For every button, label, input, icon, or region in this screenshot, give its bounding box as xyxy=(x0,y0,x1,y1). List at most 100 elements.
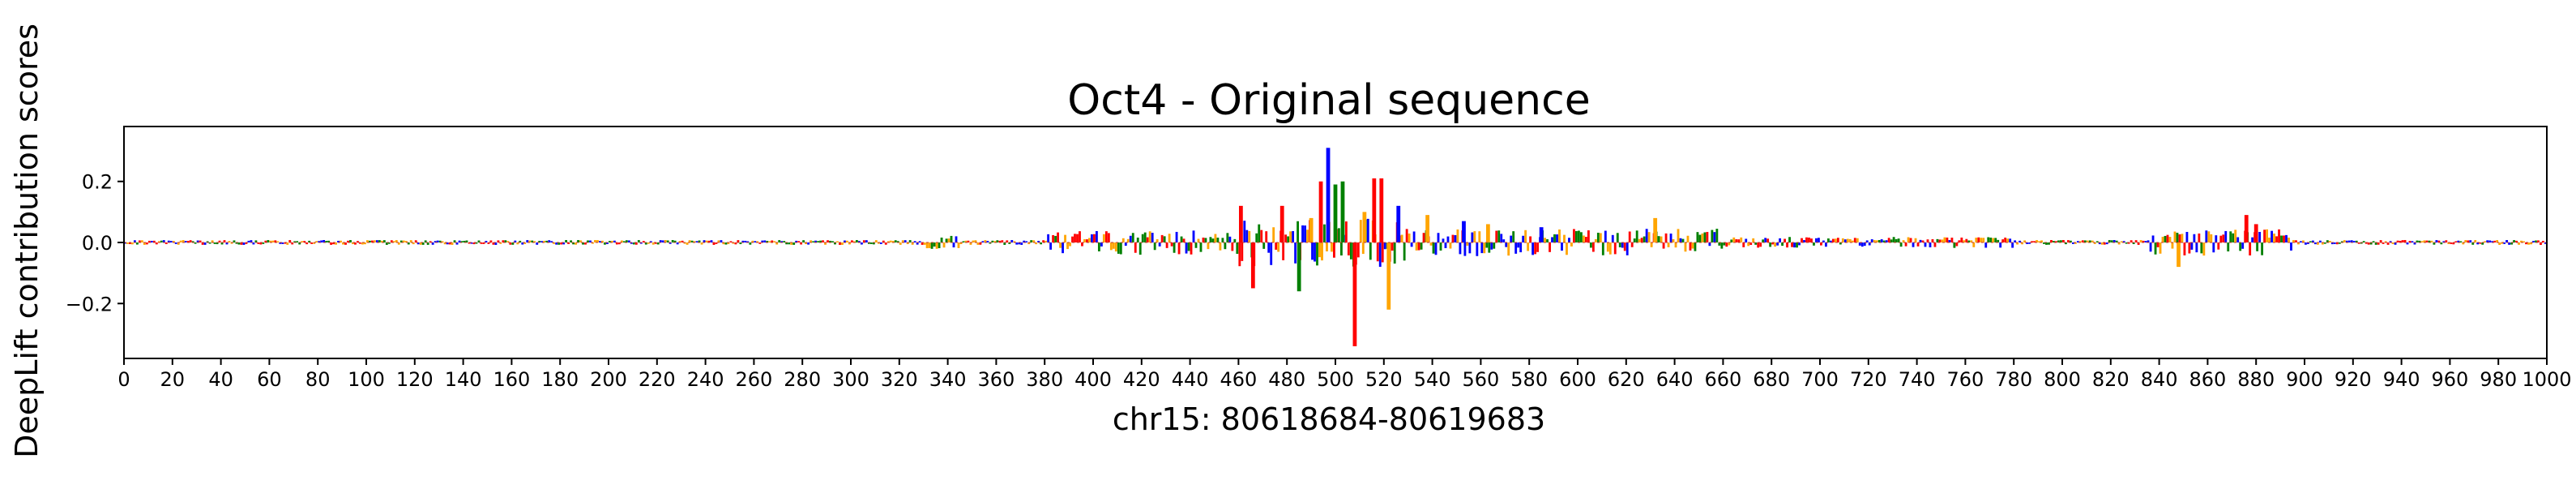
contribution-mark xyxy=(2031,241,2033,242)
contribution-mark xyxy=(627,240,630,242)
contribution-mark xyxy=(429,241,432,242)
contribution-mark xyxy=(421,242,425,245)
contribution-mark xyxy=(1725,242,1728,247)
contribution-mark xyxy=(669,242,672,244)
contribution-mark xyxy=(1822,240,1825,242)
contribution-mark xyxy=(1192,230,1195,242)
contribution-mark xyxy=(167,240,170,242)
contribution-mark xyxy=(2278,229,2280,242)
contribution-mark xyxy=(2513,240,2515,242)
contribution-mark xyxy=(2222,234,2225,242)
contribution-mark xyxy=(337,240,340,242)
x-tick-label: 900 xyxy=(2286,368,2323,391)
contribution-mark xyxy=(1245,229,1249,242)
contribution-mark xyxy=(1764,238,1767,242)
contribution-mark xyxy=(1875,240,1878,242)
contribution-mark xyxy=(349,240,352,242)
contribution-mark xyxy=(2193,234,2196,242)
contribution-mark xyxy=(579,240,582,242)
x-tick-label: 180 xyxy=(541,368,579,391)
contribution-mark xyxy=(945,238,948,242)
contribution-mark xyxy=(1429,242,1433,246)
contribution-mark xyxy=(2006,238,2010,242)
x-tick-label: 160 xyxy=(493,368,530,391)
contribution-mark xyxy=(1769,242,1772,247)
contribution-mark xyxy=(2384,241,2387,242)
contribution-mark xyxy=(1241,242,1244,261)
contribution-mark xyxy=(1885,240,1888,242)
contribution-mark xyxy=(1953,242,1956,248)
x-tick-label: 500 xyxy=(1317,368,1354,391)
contribution-mark xyxy=(1025,241,1028,242)
contribution-mark xyxy=(2345,240,2348,242)
x-tick-label: 0 xyxy=(117,368,130,391)
contribution-mark xyxy=(1703,232,1707,242)
contribution-mark xyxy=(1591,242,1595,252)
contribution-mark xyxy=(2147,240,2150,242)
contribution-mark xyxy=(228,241,231,242)
contribution-mark xyxy=(305,242,309,245)
contribution-mark xyxy=(986,241,989,242)
contribution-mark xyxy=(1684,242,1687,252)
contribution-mark xyxy=(2469,240,2472,242)
contribution-mark xyxy=(1052,234,1055,242)
contribution-mark xyxy=(1963,240,1966,242)
contribution-mark xyxy=(1843,239,1847,242)
contribution-mark xyxy=(862,240,865,242)
contribution-mark xyxy=(2537,240,2540,242)
contribution-mark xyxy=(928,242,931,248)
contribution-mark xyxy=(1994,238,1997,242)
contribution-mark xyxy=(761,240,764,242)
contribution-mark xyxy=(688,240,691,242)
contribution-mark xyxy=(962,241,965,242)
contribution-mark xyxy=(2311,240,2314,242)
contribution-mark xyxy=(540,241,544,242)
contribution-mark xyxy=(1786,242,1788,248)
contribution-mark xyxy=(1175,231,1178,242)
contribution-mark xyxy=(1645,229,1648,242)
contribution-mark xyxy=(2178,234,2181,242)
contribution-mark xyxy=(1079,231,1081,242)
contribution-mark xyxy=(2098,242,2101,245)
contribution-mark xyxy=(2195,242,2198,253)
contribution-mark xyxy=(480,242,483,244)
contribution-mark xyxy=(886,241,890,242)
contribution-mark xyxy=(1674,242,1677,248)
x-tick-label: 800 xyxy=(2044,368,2081,391)
contribution-mark xyxy=(2321,242,2324,245)
contribution-mark xyxy=(2164,235,2167,242)
contribution-mark xyxy=(211,240,214,242)
contribution-mark xyxy=(974,240,977,242)
peak-mark xyxy=(1250,242,1255,289)
contribution-mark xyxy=(1027,242,1031,245)
contribution-mark xyxy=(2290,242,2292,251)
contribution-mark xyxy=(1035,242,1038,245)
contribution-mark xyxy=(1146,237,1149,242)
peak-mark xyxy=(1340,181,1345,242)
contribution-mark xyxy=(1020,242,1023,245)
contribution-mark xyxy=(940,237,943,242)
contribution-mark xyxy=(504,240,507,242)
contribution-mark xyxy=(1757,242,1760,248)
x-tick-label: 220 xyxy=(639,368,676,391)
contribution-mark xyxy=(2117,242,2121,245)
contribution-mark xyxy=(609,241,611,242)
contribution-mark xyxy=(839,242,841,245)
contribution-mark xyxy=(1914,238,1917,242)
contribution-mark xyxy=(1679,238,1682,242)
contribution-mark xyxy=(1628,231,1631,242)
contribution-mark xyxy=(397,242,400,245)
contribution-mark xyxy=(318,241,321,242)
contribution-mark xyxy=(2467,240,2470,242)
contribution-mark xyxy=(1887,238,1890,242)
contribution-mark xyxy=(1691,242,1694,249)
contribution-mark xyxy=(1747,242,1750,247)
contribution-mark xyxy=(1902,240,1905,242)
contribution-mark xyxy=(1667,242,1670,247)
contribution-mark xyxy=(1730,239,1733,242)
peak-mark xyxy=(2244,215,2249,242)
contribution-mark xyxy=(930,242,933,249)
contribution-mark xyxy=(1926,239,1929,242)
contribution-mark xyxy=(2154,242,2157,255)
